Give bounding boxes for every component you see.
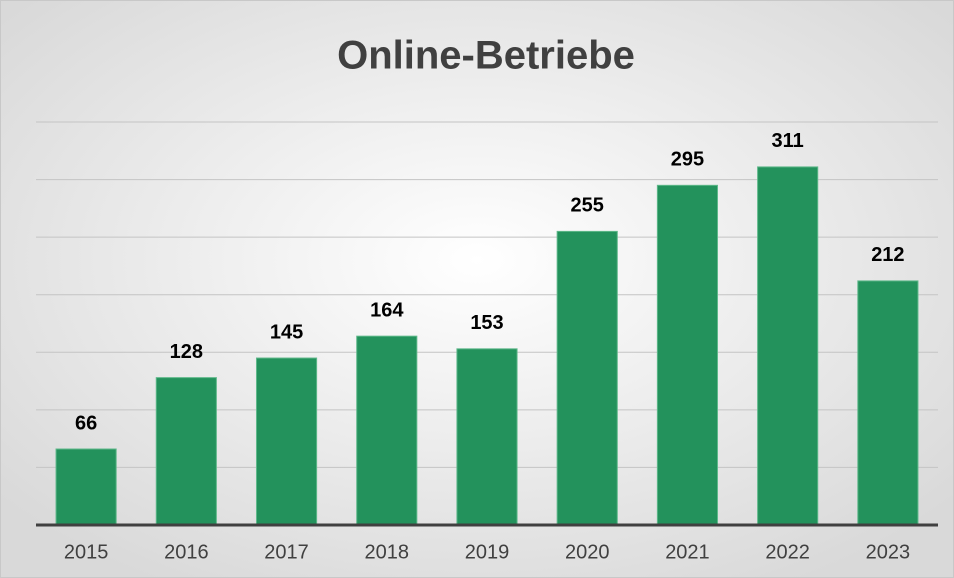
x-tick-label: 2020: [565, 541, 610, 563]
x-tick-label: 2021: [665, 541, 710, 563]
x-tick-label: 2018: [365, 541, 410, 563]
x-tick-label: 2016: [164, 541, 209, 563]
bar: [556, 230, 618, 526]
data-label: 66: [75, 412, 97, 434]
bar: [456, 348, 518, 526]
chart-title: Online-Betriebe: [337, 34, 635, 78]
bar: [656, 184, 719, 526]
data-label: 295: [671, 149, 704, 171]
data-label: 153: [470, 312, 503, 334]
data-label: 128: [170, 341, 203, 363]
bar: [55, 448, 117, 526]
bar: [155, 377, 217, 526]
data-label: 164: [370, 299, 404, 321]
data-label: 212: [871, 244, 904, 266]
data-label: 145: [270, 321, 303, 343]
x-tick-label: 2019: [465, 541, 510, 563]
bar: [757, 166, 819, 526]
data-label: 311: [772, 130, 804, 152]
data-label: 255: [571, 195, 604, 217]
bar: [857, 280, 919, 526]
x-tick-label: 2017: [264, 541, 309, 563]
bar: [356, 335, 418, 526]
x-tick-label: 2023: [866, 541, 911, 563]
x-tick-label: 2022: [765, 541, 810, 563]
x-tick-label: 2015: [64, 541, 109, 563]
bar: [255, 357, 318, 526]
